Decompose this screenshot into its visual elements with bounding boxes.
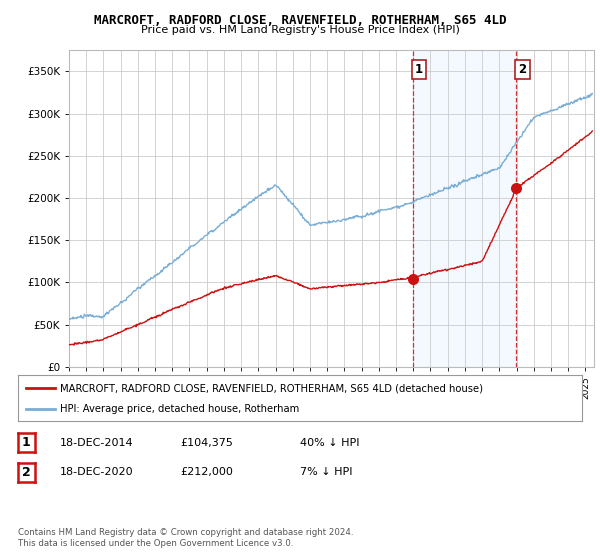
Text: 2: 2 <box>22 465 31 479</box>
Text: 1: 1 <box>22 436 31 450</box>
Text: MARCROFT, RADFORD CLOSE, RAVENFIELD, ROTHERHAM, S65 4LD (detached house): MARCROFT, RADFORD CLOSE, RAVENFIELD, ROT… <box>60 383 484 393</box>
Bar <box>413 50 516 367</box>
Text: 1: 1 <box>415 63 423 76</box>
Text: £104,375: £104,375 <box>180 438 233 448</box>
Text: Contains HM Land Registry data © Crown copyright and database right 2024.
This d: Contains HM Land Registry data © Crown c… <box>18 528 353 548</box>
Text: 2: 2 <box>518 63 527 76</box>
Text: £212,000: £212,000 <box>180 467 233 477</box>
Text: 7% ↓ HPI: 7% ↓ HPI <box>300 467 353 477</box>
Text: 18-DEC-2020: 18-DEC-2020 <box>60 467 134 477</box>
Text: 18-DEC-2014: 18-DEC-2014 <box>60 438 134 448</box>
Text: HPI: Average price, detached house, Rotherham: HPI: Average price, detached house, Roth… <box>60 404 299 414</box>
Text: 40% ↓ HPI: 40% ↓ HPI <box>300 438 359 448</box>
Text: Price paid vs. HM Land Registry's House Price Index (HPI): Price paid vs. HM Land Registry's House … <box>140 25 460 35</box>
Text: MARCROFT, RADFORD CLOSE, RAVENFIELD, ROTHERHAM, S65 4LD: MARCROFT, RADFORD CLOSE, RAVENFIELD, ROT… <box>94 14 506 27</box>
